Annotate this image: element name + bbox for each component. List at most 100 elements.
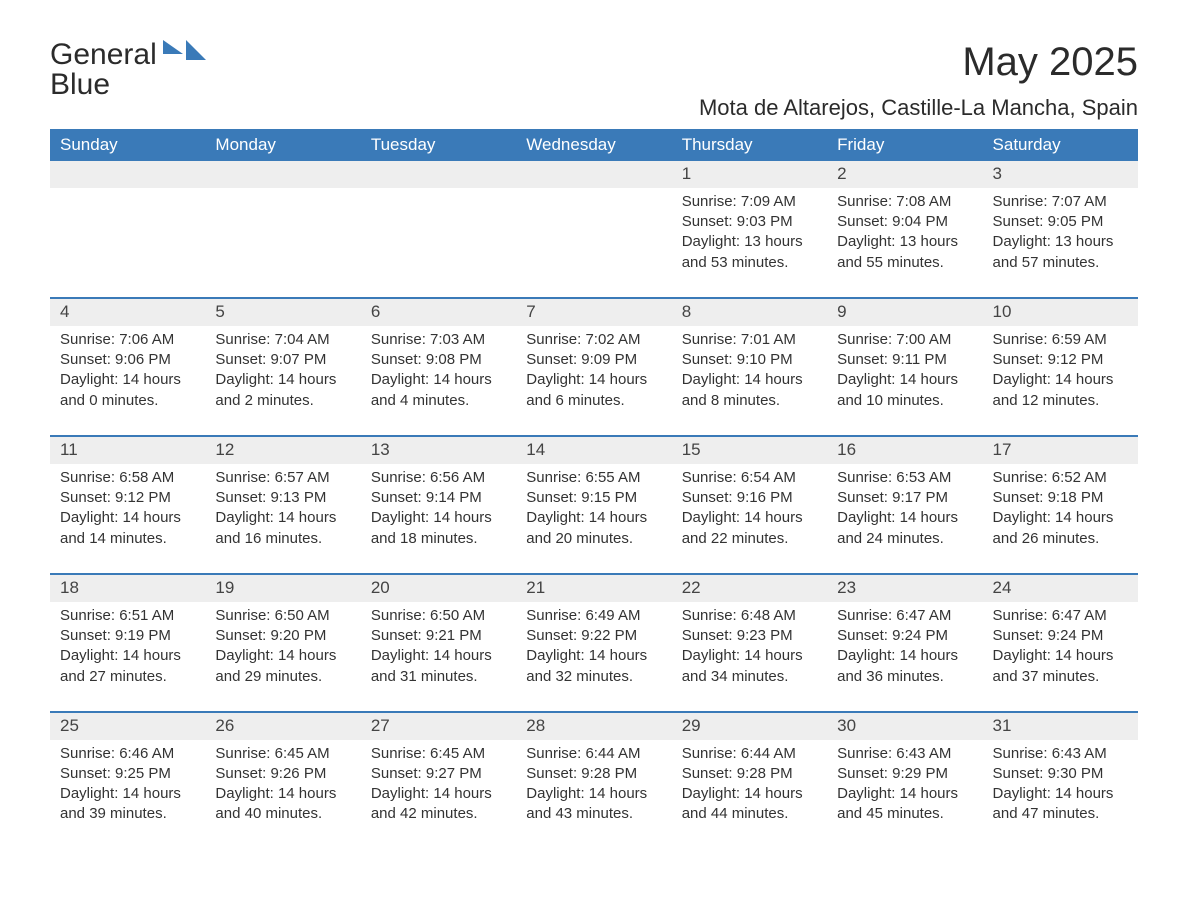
- calendar-cell: 8Sunrise: 7:01 AMSunset: 9:10 PMDaylight…: [672, 298, 827, 436]
- daylight-line: Daylight: 14 hours and 20 minutes.: [526, 508, 661, 549]
- sunrise-line: Sunrise: 7:04 AM: [215, 330, 350, 350]
- calendar-cell: 29Sunrise: 6:44 AMSunset: 9:28 PMDayligh…: [672, 712, 827, 849]
- calendar-cell: 21Sunrise: 6:49 AMSunset: 9:22 PMDayligh…: [516, 574, 671, 712]
- weekday-header: Saturday: [983, 129, 1138, 161]
- sunrise-line: Sunrise: 6:53 AM: [837, 468, 972, 488]
- sunset-line: Sunset: 9:05 PM: [993, 212, 1128, 232]
- calendar-cell: 10Sunrise: 6:59 AMSunset: 9:12 PMDayligh…: [983, 298, 1138, 436]
- day-number: 27: [361, 713, 516, 740]
- day-number: 25: [50, 713, 205, 740]
- day-number: 11: [50, 437, 205, 464]
- sunset-line: Sunset: 9:19 PM: [60, 626, 195, 646]
- weekday-header: Friday: [827, 129, 982, 161]
- sunset-line: Sunset: 9:26 PM: [215, 764, 350, 784]
- sunset-line: Sunset: 9:30 PM: [993, 764, 1128, 784]
- daylight-line: Daylight: 14 hours and 22 minutes.: [682, 508, 817, 549]
- sunrise-line: Sunrise: 6:47 AM: [837, 606, 972, 626]
- day-number: 23: [827, 575, 982, 602]
- sunrise-line: Sunrise: 6:51 AM: [60, 606, 195, 626]
- calendar-cell: 22Sunrise: 6:48 AMSunset: 9:23 PMDayligh…: [672, 574, 827, 712]
- sunset-line: Sunset: 9:21 PM: [371, 626, 506, 646]
- day-number: 30: [827, 713, 982, 740]
- daylight-line: Daylight: 14 hours and 34 minutes.: [682, 646, 817, 687]
- day-number: 7: [516, 299, 671, 326]
- sunset-line: Sunset: 9:24 PM: [837, 626, 972, 646]
- daylight-line: Daylight: 14 hours and 26 minutes.: [993, 508, 1128, 549]
- calendar-cell: 18Sunrise: 6:51 AMSunset: 9:19 PMDayligh…: [50, 574, 205, 712]
- daylight-line: Daylight: 14 hours and 4 minutes.: [371, 370, 506, 411]
- empty-daynum: [50, 161, 205, 188]
- calendar-cell: 16Sunrise: 6:53 AMSunset: 9:17 PMDayligh…: [827, 436, 982, 574]
- sunset-line: Sunset: 9:24 PM: [993, 626, 1128, 646]
- sunrise-line: Sunrise: 6:57 AM: [215, 468, 350, 488]
- sunrise-line: Sunrise: 7:01 AM: [682, 330, 817, 350]
- daylight-line: Daylight: 14 hours and 39 minutes.: [60, 784, 195, 825]
- day-number: 14: [516, 437, 671, 464]
- day-number: 20: [361, 575, 516, 602]
- sunrise-line: Sunrise: 6:50 AM: [215, 606, 350, 626]
- daylight-line: Daylight: 14 hours and 6 minutes.: [526, 370, 661, 411]
- location: Mota de Altarejos, Castille-La Mancha, S…: [699, 95, 1138, 121]
- sunset-line: Sunset: 9:17 PM: [837, 488, 972, 508]
- day-number: 4: [50, 299, 205, 326]
- sunset-line: Sunset: 9:22 PM: [526, 626, 661, 646]
- sunrise-line: Sunrise: 6:44 AM: [682, 744, 817, 764]
- sunrise-line: Sunrise: 6:46 AM: [60, 744, 195, 764]
- calendar-cell: 17Sunrise: 6:52 AMSunset: 9:18 PMDayligh…: [983, 436, 1138, 574]
- calendar-cell: 15Sunrise: 6:54 AMSunset: 9:16 PMDayligh…: [672, 436, 827, 574]
- calendar-cell: 19Sunrise: 6:50 AMSunset: 9:20 PMDayligh…: [205, 574, 360, 712]
- daylight-line: Daylight: 14 hours and 0 minutes.: [60, 370, 195, 411]
- day-number: 26: [205, 713, 360, 740]
- daylight-line: Daylight: 14 hours and 18 minutes.: [371, 508, 506, 549]
- calendar-cell: 13Sunrise: 6:56 AMSunset: 9:14 PMDayligh…: [361, 436, 516, 574]
- calendar-cell: 24Sunrise: 6:47 AMSunset: 9:24 PMDayligh…: [983, 574, 1138, 712]
- calendar-cell: 3Sunrise: 7:07 AMSunset: 9:05 PMDaylight…: [983, 161, 1138, 298]
- sunset-line: Sunset: 9:08 PM: [371, 350, 506, 370]
- sunset-line: Sunset: 9:28 PM: [682, 764, 817, 784]
- calendar-cell: 30Sunrise: 6:43 AMSunset: 9:29 PMDayligh…: [827, 712, 982, 849]
- calendar-cell: 26Sunrise: 6:45 AMSunset: 9:26 PMDayligh…: [205, 712, 360, 849]
- daylight-line: Daylight: 13 hours and 57 minutes.: [993, 232, 1128, 273]
- day-number: 12: [205, 437, 360, 464]
- calendar-cell: 7Sunrise: 7:02 AMSunset: 9:09 PMDaylight…: [516, 298, 671, 436]
- title-block: May 2025 Mota de Altarejos, Castille-La …: [699, 40, 1138, 121]
- calendar-cell: 25 Sunrise: 6:46 AMSunset: 9:25 PMDayligh…: [50, 712, 205, 849]
- sunset-line: Sunset: 9:27 PM: [371, 764, 506, 784]
- day-number: 8: [672, 299, 827, 326]
- calendar-cell: 11Sunrise: 6:58 AMSunset: 9:12 PMDayligh…: [50, 436, 205, 574]
- daylight-line: Daylight: 14 hours and 32 minutes.: [526, 646, 661, 687]
- sunrise-line: Sunrise: 6:56 AM: [371, 468, 506, 488]
- sunset-line: Sunset: 9:16 PM: [682, 488, 817, 508]
- weekday-header: Wednesday: [516, 129, 671, 161]
- calendar-cell: 14Sunrise: 6:55 AMSunset: 9:15 PMDayligh…: [516, 436, 671, 574]
- calendar-cell: [361, 161, 516, 298]
- empty-daynum: [205, 161, 360, 188]
- weekday-header: Tuesday: [361, 129, 516, 161]
- logo-triangle-icon-2: [186, 40, 206, 60]
- empty-daynum: [516, 161, 671, 188]
- sunset-line: Sunset: 9:25 PM: [60, 764, 195, 784]
- sunset-line: Sunset: 9:29 PM: [837, 764, 972, 784]
- sunset-line: Sunset: 9:03 PM: [682, 212, 817, 232]
- sunrise-line: Sunrise: 6:55 AM: [526, 468, 661, 488]
- day-number: 2: [827, 161, 982, 188]
- calendar-cell: [50, 161, 205, 298]
- month-title: May 2025: [699, 40, 1138, 85]
- sunrise-line: Sunrise: 7:09 AM: [682, 192, 817, 212]
- daylight-line: Daylight: 14 hours and 10 minutes.: [837, 370, 972, 411]
- sunrise-line: Sunrise: 7:08 AM: [837, 192, 972, 212]
- daylight-line: Daylight: 14 hours and 29 minutes.: [215, 646, 350, 687]
- empty-daynum: [361, 161, 516, 188]
- daylight-line: Daylight: 14 hours and 2 minutes.: [215, 370, 350, 411]
- calendar-cell: 20Sunrise: 6:50 AMSunset: 9:21 PMDayligh…: [361, 574, 516, 712]
- calendar-cell: 2Sunrise: 7:08 AMSunset: 9:04 PMDaylight…: [827, 161, 982, 298]
- sunset-line: Sunset: 9:18 PM: [993, 488, 1128, 508]
- day-number: 16: [827, 437, 982, 464]
- day-number: 5: [205, 299, 360, 326]
- day-number: 28: [516, 713, 671, 740]
- daylight-line: Daylight: 14 hours and 31 minutes.: [371, 646, 506, 687]
- sunrise-line: Sunrise: 7:03 AM: [371, 330, 506, 350]
- daylight-line: Daylight: 14 hours and 14 minutes.: [60, 508, 195, 549]
- calendar-cell: 9Sunrise: 7:00 AMSunset: 9:11 PMDaylight…: [827, 298, 982, 436]
- sunset-line: Sunset: 9:07 PM: [215, 350, 350, 370]
